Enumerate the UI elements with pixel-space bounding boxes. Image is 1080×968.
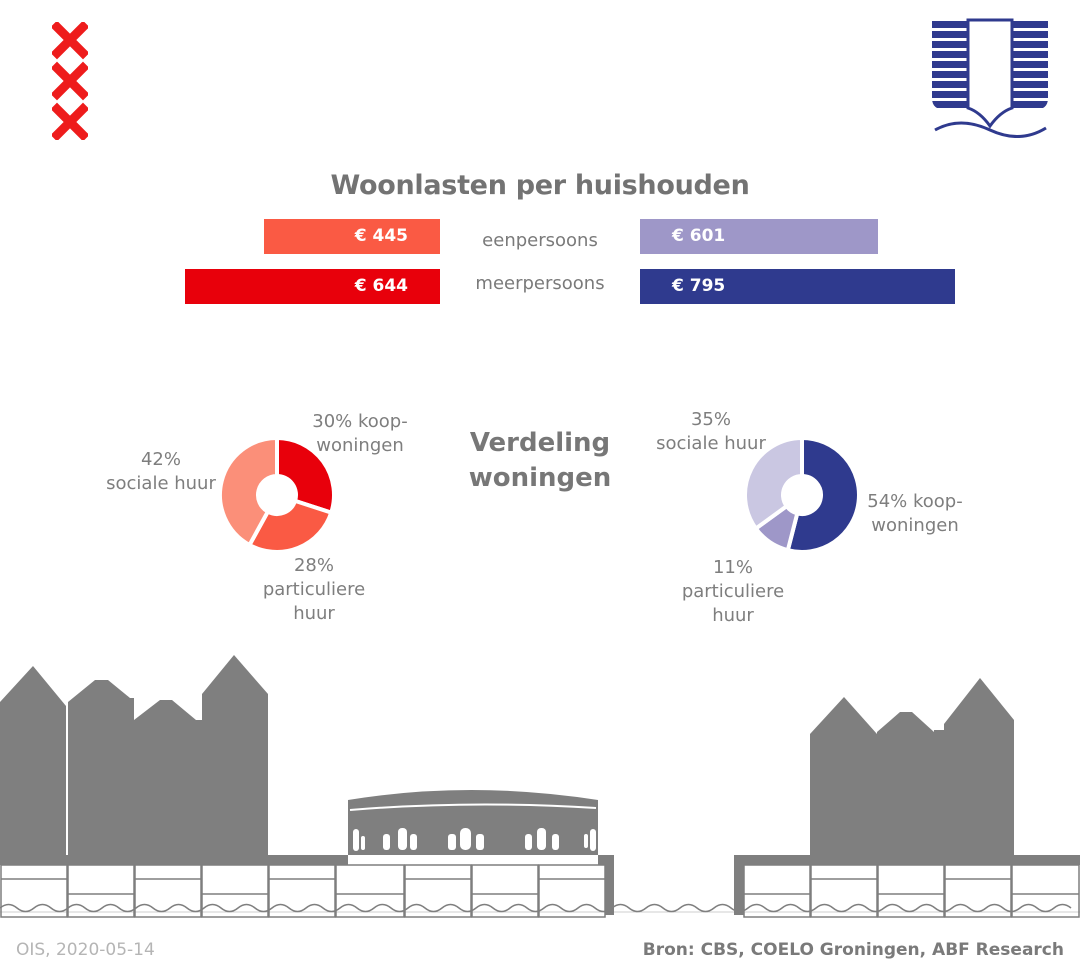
label-amsterdam-particulier: 28% particuliere huur xyxy=(262,555,366,624)
row-label-eenpersoons: eenpersoons xyxy=(482,230,598,251)
label-groningen-sociaal: 35% sociale huur xyxy=(656,409,766,454)
skyline-illustration xyxy=(0,655,1080,918)
bar-groningen-meerpersoons: € 795 xyxy=(640,269,955,304)
label-groningen-particulier: 11% particuliere huur xyxy=(681,557,785,626)
distribution-title-line2: woningen xyxy=(468,463,612,493)
label-amsterdam-koop: 30% koop-woningen xyxy=(312,411,408,456)
bar-groningen-eenpersoons: € 601 xyxy=(640,219,878,254)
slice-sociaal xyxy=(743,435,804,532)
label-amsterdam-sociaal: 42% sociale huur xyxy=(106,449,216,494)
bar-value: € 795 xyxy=(672,276,726,296)
bar-amsterdam-eenpersoons: € 445 xyxy=(264,219,440,254)
bar-value: € 601 xyxy=(672,226,726,246)
bar-value: € 445 xyxy=(354,226,408,246)
distribution-title-line1: Verdeling xyxy=(469,428,611,458)
row-label-meerpersoons: meerpersoons xyxy=(475,273,605,294)
chart-title: Woonlasten per huishouden xyxy=(330,170,750,201)
groningen-shield-logo xyxy=(932,18,1048,138)
bar-amsterdam-meerpersoons: € 644 xyxy=(185,269,440,304)
footer-source: Bron: CBS, COELO Groningen, ABF Research xyxy=(642,940,1064,960)
bar-value: € 644 xyxy=(354,276,408,296)
slice-koop xyxy=(275,435,336,516)
footer-date: OIS, 2020-05-14 xyxy=(16,940,155,960)
label-groningen-koop: 54% koop-woningen xyxy=(867,491,963,536)
slice-koop xyxy=(785,435,861,554)
slice-sociaal xyxy=(218,435,279,548)
slice-particulier xyxy=(246,498,334,554)
donut-groningen xyxy=(743,435,861,554)
amsterdam-xxx-logo xyxy=(52,22,88,140)
distribution-title: Verdeling woningen xyxy=(440,426,640,496)
donut-amsterdam xyxy=(218,435,336,554)
